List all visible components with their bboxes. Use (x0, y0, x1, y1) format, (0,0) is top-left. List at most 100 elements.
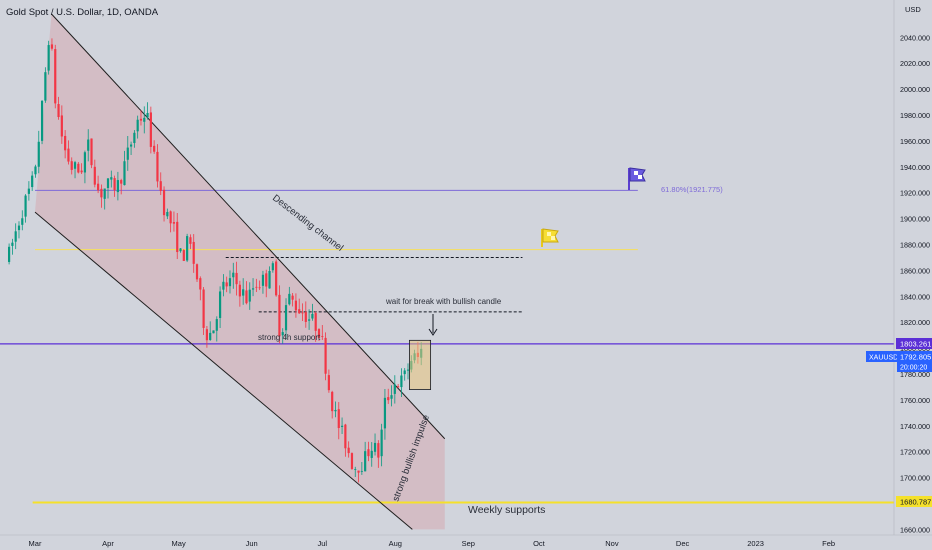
y-tick-2000: 2000.000 (900, 85, 930, 94)
candle-body-15 (57, 104, 60, 118)
x-tick-feb: Feb (822, 539, 835, 548)
candle-body-41 (143, 117, 146, 122)
breakout-highlight-box (409, 339, 432, 390)
candle-body-26 (93, 166, 96, 185)
x-tick-jun: Jun (246, 539, 258, 548)
candle-body-103 (347, 447, 350, 454)
current-price-text: 1792.805 (900, 353, 931, 362)
x-tick-mar: Mar (29, 539, 42, 548)
candle-body-19 (70, 161, 73, 170)
candle-body-8 (34, 166, 37, 175)
x-tick-2023: 2023 (747, 539, 764, 548)
channel-upper-line (51, 13, 446, 440)
x-tick-nov: Nov (605, 539, 619, 548)
strong-support-label: strong 4h support (258, 333, 321, 342)
candle-body-60 (205, 329, 209, 341)
candle-body-109 (367, 449, 370, 457)
candle-body-44 (153, 145, 156, 152)
candle-body-43 (149, 112, 152, 147)
candle-body-62 (212, 330, 215, 334)
candle-body-0 (7, 246, 11, 262)
candle-body-3 (17, 225, 21, 231)
weekly-supports-label: Weekly supports (468, 504, 545, 516)
y-tick-1940: 1940.000 (900, 163, 930, 172)
candle-body-101 (340, 425, 344, 427)
wait-break-label: wait for break with bullish candle (385, 297, 502, 306)
candle-body-107 (360, 470, 363, 472)
candle-body-65 (222, 281, 225, 290)
candle-body-118 (397, 386, 400, 388)
candle-body-76 (258, 287, 261, 289)
candle-body-36 (126, 147, 129, 160)
candle-body-80 (271, 263, 274, 271)
candle-body-83 (281, 332, 284, 336)
y-tick-1660: 1660.000 (900, 525, 930, 534)
candle-body-111 (373, 442, 377, 452)
yellow-flag-icon[interactable] (541, 228, 559, 247)
candle-body-14 (54, 49, 57, 104)
candle-body-7 (31, 175, 34, 188)
candle-body-87 (294, 300, 298, 311)
candle-body-48 (166, 211, 169, 217)
candle-body-55 (189, 237, 192, 244)
candle-body-35 (123, 161, 126, 186)
candle-body-38 (133, 132, 136, 144)
channel-lower-line (34, 211, 413, 530)
candle-body-4 (21, 218, 24, 225)
candle-body-40 (139, 118, 143, 121)
candle-body-85 (288, 293, 291, 305)
y-tick-2040: 2040.000 (900, 33, 930, 42)
candle-body-96 (324, 337, 327, 374)
candle-body-18 (67, 148, 70, 162)
candle-body-16 (60, 115, 63, 137)
y-tick-1860: 1860.000 (900, 266, 930, 275)
y-tick-1780: 1780.000 (900, 370, 930, 379)
candle-body-20 (73, 162, 77, 169)
candle-body-58 (199, 278, 202, 290)
y-tick-1840: 1840.000 (900, 292, 930, 301)
candle-body-78 (265, 273, 268, 287)
candle-body-72 (245, 290, 248, 304)
y-tick-1740: 1740.000 (900, 422, 930, 431)
candle-body-9 (37, 141, 40, 167)
candle-body-34 (120, 180, 123, 184)
x-tick-may: May (172, 539, 186, 548)
candle-body-88 (298, 309, 301, 314)
candle-body-53 (182, 250, 185, 261)
candle-body-13 (50, 44, 54, 49)
candle-body-102 (344, 424, 347, 449)
candle-body-98 (331, 391, 334, 412)
resistance-price-tag (896, 338, 932, 349)
y-tick-1760: 1760.000 (900, 396, 930, 405)
candle-body-47 (162, 189, 166, 216)
purple-flag-icon[interactable] (628, 167, 646, 190)
candle-body-1 (11, 242, 14, 246)
x-tick-sep: Sep (462, 539, 475, 548)
countdown-text: 20:00:20 (900, 365, 927, 372)
candle-body-114 (383, 397, 387, 429)
candle-body-46 (159, 181, 162, 191)
candle-body-68 (232, 272, 235, 278)
candle-body-121 (406, 369, 410, 371)
y-tick-1880: 1880.000 (900, 241, 930, 250)
candle-body-119 (400, 375, 403, 388)
candle-body-29 (103, 188, 106, 199)
candle-body-30 (106, 178, 110, 189)
candle-body-77 (261, 274, 265, 286)
candle-body-89 (301, 312, 304, 314)
candle-body-50 (172, 222, 176, 224)
channel-zone-layer (35, 13, 445, 530)
candle-body-90 (304, 312, 307, 322)
candle-body-42 (146, 113, 149, 118)
y-tick-2020: 2020.000 (900, 59, 930, 68)
candle-body-110 (370, 450, 373, 458)
candle-body-52 (179, 248, 182, 252)
candle-body-105 (354, 469, 357, 470)
price-axis[interactable]: 1660.0001680.0001700.0001720.0001740.000… (893, 0, 932, 550)
arrow-down-icon (428, 314, 438, 336)
candle-body-117 (393, 384, 396, 394)
time-axis[interactable]: Mar Apr May Jun Jul Aug Sep Oct Nov Dec 2023 Feb (0, 534, 932, 548)
candle-body-79 (268, 270, 271, 289)
x-tick-dec: Dec (676, 539, 690, 548)
